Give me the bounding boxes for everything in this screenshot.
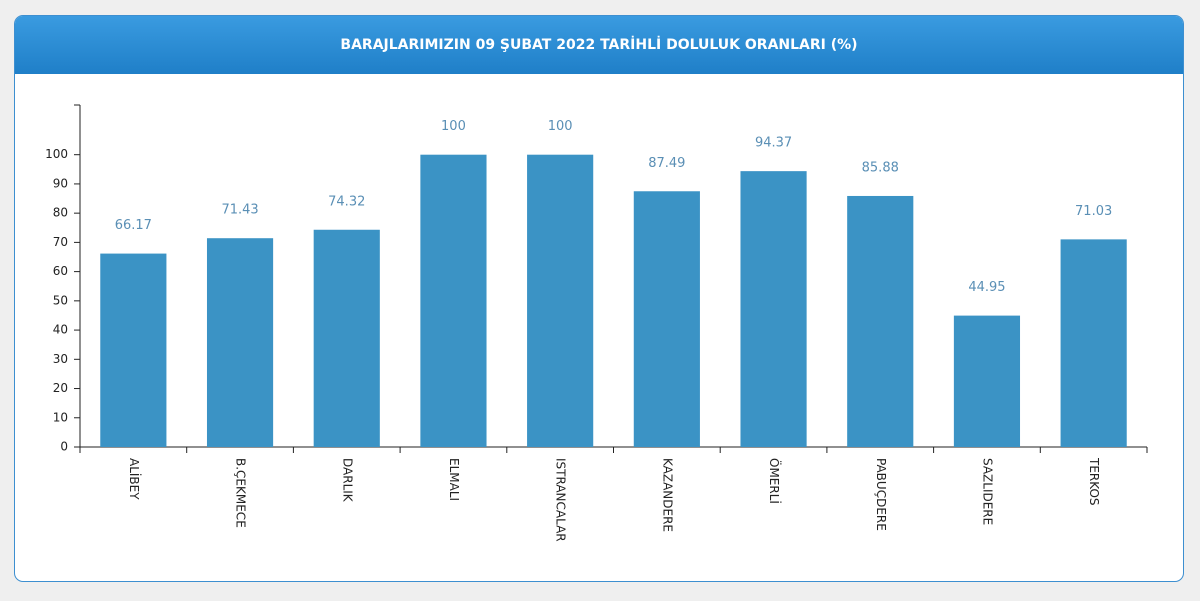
bar bbox=[953, 315, 1021, 447]
value-label: 100 bbox=[441, 119, 466, 134]
value-label: 44.95 bbox=[968, 280, 1005, 295]
bar bbox=[100, 253, 167, 447]
value-label: 71.43 bbox=[221, 203, 258, 218]
x-tick-label: ELMALI bbox=[447, 458, 461, 501]
value-label: 87.49 bbox=[648, 156, 685, 171]
y-tick-label: 20 bbox=[53, 381, 68, 395]
x-tick-label: DARLIK bbox=[340, 458, 354, 503]
bar bbox=[1060, 239, 1127, 447]
value-label: 71.03 bbox=[1075, 204, 1112, 219]
y-tick-label: 90 bbox=[53, 176, 68, 190]
value-label: 85.88 bbox=[862, 160, 899, 175]
value-label: 94.37 bbox=[755, 136, 792, 151]
y-tick-label: 50 bbox=[53, 293, 68, 307]
bar bbox=[527, 154, 594, 447]
x-tick-label: B.ÇEKMECE bbox=[234, 458, 248, 528]
y-tick-label: 40 bbox=[53, 323, 68, 337]
value-label: 66.17 bbox=[115, 218, 152, 233]
y-tick-label: 10 bbox=[53, 410, 68, 424]
y-tick-label: 0 bbox=[60, 440, 68, 454]
y-tick-label: 80 bbox=[53, 206, 68, 220]
x-tick-label: ALİBEY bbox=[127, 458, 142, 500]
y-tick-label: 100 bbox=[45, 147, 68, 161]
bar bbox=[847, 195, 914, 447]
y-tick-label: 70 bbox=[53, 235, 68, 249]
x-tick-label: SAZLIDERE bbox=[980, 458, 994, 525]
y-tick-label: 30 bbox=[53, 352, 68, 366]
value-label: 74.32 bbox=[328, 194, 365, 209]
bar bbox=[313, 229, 380, 447]
chart-title: BARAJLARIMIZIN 09 ŞUBAT 2022 TARİHLİ DOL… bbox=[15, 16, 1183, 74]
x-tick-label: ÖMERLİ bbox=[767, 458, 783, 504]
x-tick-label: ISTRANCALAR bbox=[554, 458, 568, 542]
bar bbox=[740, 171, 807, 447]
y-tick-label: 60 bbox=[53, 264, 68, 278]
value-label: 100 bbox=[548, 119, 573, 134]
x-tick-label: PABUÇDERE bbox=[874, 458, 888, 531]
bar bbox=[420, 154, 487, 447]
x-tick-label: TERKOS bbox=[1087, 457, 1101, 506]
bar bbox=[206, 238, 274, 447]
x-tick-label: KAZANDERE bbox=[660, 458, 674, 532]
bar bbox=[633, 191, 700, 447]
